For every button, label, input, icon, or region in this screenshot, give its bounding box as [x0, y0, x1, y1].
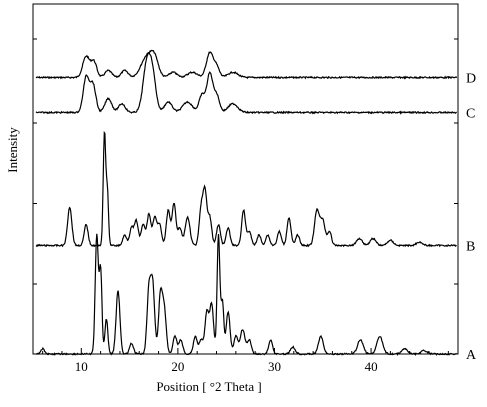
series-labels: D C B A — [466, 72, 477, 364]
series-label-d: D — [466, 72, 476, 87]
x-tick-label: 40 — [365, 359, 378, 374]
y-axis-label: Intensity — [5, 127, 20, 173]
series-line-b — [36, 133, 457, 247]
series-line-a — [36, 234, 457, 355]
series-line-d — [36, 50, 457, 78]
x-tick-label: 20 — [171, 359, 184, 374]
plot-frame — [33, 4, 458, 354]
x-tick-label: 10 — [75, 359, 88, 374]
series-line-c — [36, 53, 457, 114]
x-axis-ticks: 10 20 30 40 — [43, 348, 449, 374]
series-layer — [36, 50, 457, 354]
series-label-a: A — [466, 348, 477, 363]
x-axis-label: Position [ °2 Theta ] — [156, 379, 261, 394]
plot-border — [33, 4, 458, 354]
series-label-b: B — [466, 240, 475, 255]
series-label-c: C — [466, 107, 475, 122]
x-tick-label: 30 — [268, 359, 281, 374]
